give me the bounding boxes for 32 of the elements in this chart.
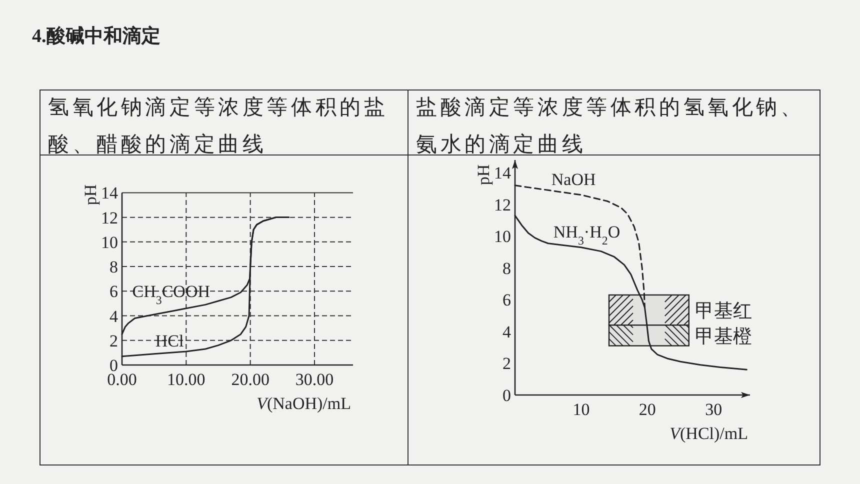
chart-title: 4.酸碱中和滴定 bbox=[32, 25, 160, 47]
x-tick-label: 20.00 bbox=[231, 370, 270, 389]
y-tick-label: 2 bbox=[502, 354, 511, 374]
y-tick-label: 12 bbox=[101, 208, 118, 228]
y-tick-label: 8 bbox=[502, 258, 511, 278]
x-tick-label: 10.00 bbox=[167, 370, 206, 389]
series-label: NaOH bbox=[551, 170, 596, 190]
band-label: 甲基橙 bbox=[694, 326, 752, 348]
y-tick-label: 8 bbox=[110, 258, 118, 277]
y-tick-label: 4 bbox=[502, 322, 512, 342]
y-axis-title: pH bbox=[81, 184, 100, 206]
y-tick-label: 4 bbox=[110, 306, 118, 326]
band-label: 甲基红 bbox=[694, 301, 752, 322]
chart-subtitle: 盐酸滴定等浓度等体积的氢氧化钠、氨水的滴定曲线 bbox=[416, 95, 805, 156]
y-tick-label: 2 bbox=[110, 331, 118, 350]
x-tick-label: 30.00 bbox=[295, 370, 334, 389]
x-tick-label: 30 bbox=[705, 400, 722, 419]
y-tick-label: 10 bbox=[101, 232, 118, 252]
chart-subtitle: 氢氧化钠滴定等浓度等体积的盐酸、醋酸的滴定曲线 bbox=[48, 95, 388, 156]
y-tick-label: 0 bbox=[502, 386, 511, 405]
y-tick-label: 14 bbox=[494, 164, 512, 183]
x-tick-label: 20 bbox=[638, 400, 656, 419]
x-tick-label: 10 bbox=[572, 400, 590, 419]
y-tick-label: 10 bbox=[494, 227, 511, 246]
y-tick-label: 6 bbox=[110, 282, 118, 302]
y-tick-label: 14 bbox=[101, 184, 118, 203]
y-tick-label: 12 bbox=[494, 195, 511, 214]
y-tick-label: 6 bbox=[502, 290, 511, 310]
x-axis-title: V(NaOH)/mL bbox=[256, 394, 351, 413]
x-axis-title: V(HCl)/mL bbox=[670, 424, 748, 443]
y-axis-title: pH bbox=[474, 164, 493, 186]
series-label: NH$_{3}$·H$_{2}$O bbox=[553, 222, 620, 248]
